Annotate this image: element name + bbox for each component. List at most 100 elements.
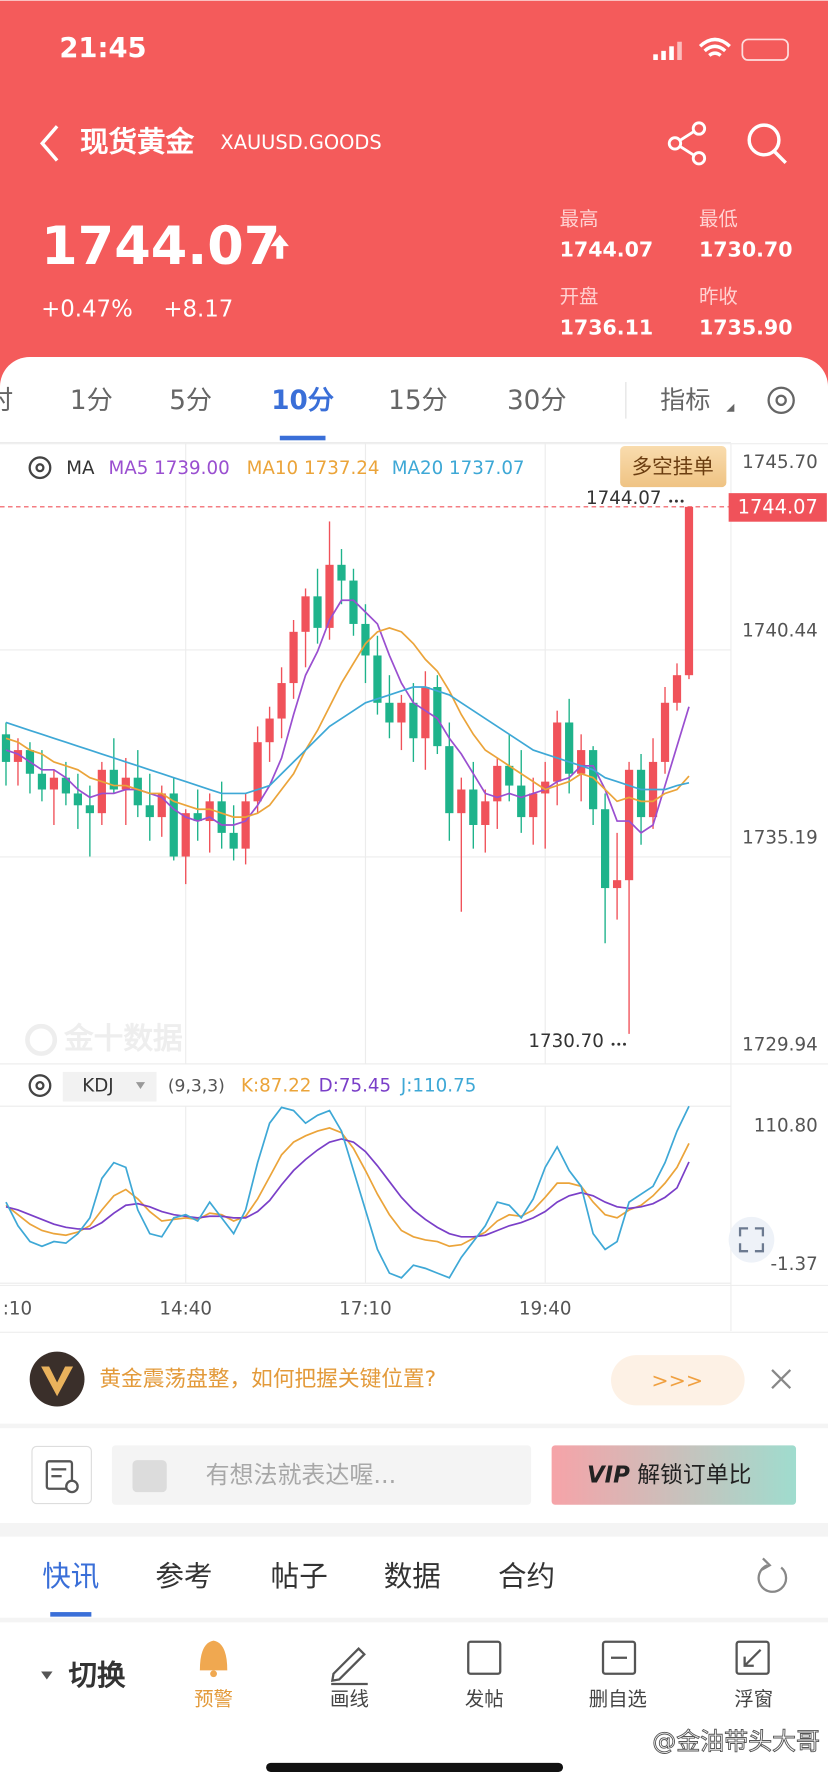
candle-body: [469, 789, 478, 825]
last-price-label: 1744.07: [738, 495, 818, 518]
ma-label: MA: [66, 458, 95, 479]
change-value: +8.17: [163, 297, 233, 323]
feed-tab[interactable]: 快讯: [42, 1559, 99, 1593]
legend-entry: J:110.75: [400, 1076, 476, 1097]
candle-body: [457, 789, 466, 814]
status-time: 21:45: [59, 33, 146, 64]
period-tab[interactable]: 15分: [388, 386, 448, 416]
y-tick-label: 1745.70: [742, 452, 818, 473]
signal-icon: [653, 41, 682, 61]
chart-layer: 1745.70 1740.44 1735.19 1729.94:10 14:40 17:1…: [0, 442, 827, 1319]
candle-body: [289, 631, 298, 684]
refresh-button[interactable]: [757, 1564, 788, 1593]
indicator-button[interactable]: 指标: [660, 385, 710, 414]
battery-icon: [741, 38, 789, 61]
change-percent: +0.47%: [41, 297, 133, 323]
min-marker: 1730.70: [528, 1031, 604, 1052]
feed-tab[interactable]: 参考: [155, 1559, 212, 1593]
candle-body: [181, 813, 190, 857]
candle-body: [517, 785, 526, 818]
candle-body: [229, 832, 238, 849]
candle-body: [624, 769, 634, 881]
tool-label[interactable]: 画线: [330, 1688, 369, 1711]
stat-value: 1735.90: [699, 315, 793, 339]
note-icon: [45, 1460, 79, 1494]
legend-entry: D:75.45: [319, 1076, 392, 1097]
banner-text[interactable]: 黄金震荡盘整，如何把握关键位置?: [99, 1367, 436, 1392]
indicator-line: [5, 686, 690, 795]
candle-body: [577, 750, 586, 774]
candle-body: [600, 809, 610, 889]
tab-underline: [279, 435, 326, 441]
max-marker: 1744.07: [586, 488, 662, 509]
ma-settings[interactable]: [28, 456, 52, 480]
divider: [0, 1617, 828, 1623]
candle-body: [73, 793, 82, 806]
note-button[interactable]: [31, 1445, 92, 1505]
feed-tab[interactable]: 帖子: [271, 1559, 328, 1593]
fullscreen-button[interactable]: [728, 1216, 775, 1263]
candle-body: [325, 564, 334, 628]
tool-label[interactable]: 浮窗: [734, 1688, 773, 1711]
order-button[interactable]: [620, 446, 727, 488]
candle-body: [553, 722, 562, 782]
comment-input[interactable]: [111, 1445, 532, 1505]
header-bg: [0, 0, 828, 389]
period-tab[interactable]: 时: [0, 386, 13, 416]
spacer: [0, 1333, 828, 1349]
back-button[interactable]: [39, 125, 59, 162]
candle-body: [636, 769, 646, 818]
vip-button[interactable]: [551, 1445, 797, 1505]
period-tab[interactable]: 30分: [507, 386, 567, 416]
candle-body: [157, 793, 166, 818]
settings-button[interactable]: [767, 386, 795, 415]
stat-value: 1744.07: [560, 238, 654, 262]
banner-button[interactable]: [611, 1355, 745, 1406]
search-button[interactable]: [747, 123, 787, 165]
share-button[interactable]: [667, 121, 707, 166]
feed-tab[interactable]: 合约: [498, 1559, 555, 1593]
candle-body: [301, 596, 310, 632]
tool-label[interactable]: 发帖: [465, 1688, 504, 1711]
candle-body: [13, 750, 23, 762]
candle-body: [37, 773, 47, 790]
marker-dot: [674, 499, 678, 503]
tool-label[interactable]: 预警: [194, 1688, 233, 1711]
candle-body: [445, 746, 454, 814]
instrument-symbol: XAUUSD.GOODS: [220, 131, 381, 154]
comment-placeholder: 有想法就表达喔...: [206, 1461, 397, 1489]
candle-body: [49, 777, 59, 790]
x-tick-label: 14:40: [159, 1298, 212, 1319]
candle-body: [277, 683, 286, 719]
y-tick-label: 1740.44: [742, 621, 818, 642]
period-tab[interactable]: 5分: [169, 386, 212, 416]
candle-body: [85, 805, 94, 814]
candle-body: [589, 750, 598, 810]
candle-body: [361, 623, 370, 656]
period-tab[interactable]: 10分: [271, 386, 334, 416]
dropdown-arrow: [135, 1082, 146, 1090]
last-price: 1744.07: [41, 216, 280, 277]
candle-body: [481, 801, 490, 825]
indicator-line: [5, 1138, 690, 1238]
candle-body: [672, 675, 682, 703]
candle-body: [684, 506, 694, 676]
content-bg: [0, 356, 828, 1792]
period-tab[interactable]: 1分: [70, 386, 113, 416]
plot-area: [0, 506, 731, 1034]
banner-close[interactable]: [771, 1369, 792, 1390]
emoji-icon: [132, 1460, 167, 1493]
stat-value: 1730.70: [699, 238, 793, 262]
switch-button[interactable]: 切换: [69, 1658, 127, 1692]
marker-dot: [623, 1042, 626, 1046]
candle-body: [121, 777, 130, 790]
candle-body: [397, 702, 406, 723]
legend-entry: MA20 1737.07: [392, 458, 525, 479]
order-button-label: 多空挂单: [632, 455, 714, 479]
candle-body: [253, 742, 262, 802]
kdj-settings[interactable]: [28, 1074, 52, 1098]
tool-label[interactable]: 删自选: [589, 1688, 647, 1711]
feed-tab[interactable]: 数据: [384, 1559, 441, 1593]
plot-area: [5, 1105, 690, 1279]
